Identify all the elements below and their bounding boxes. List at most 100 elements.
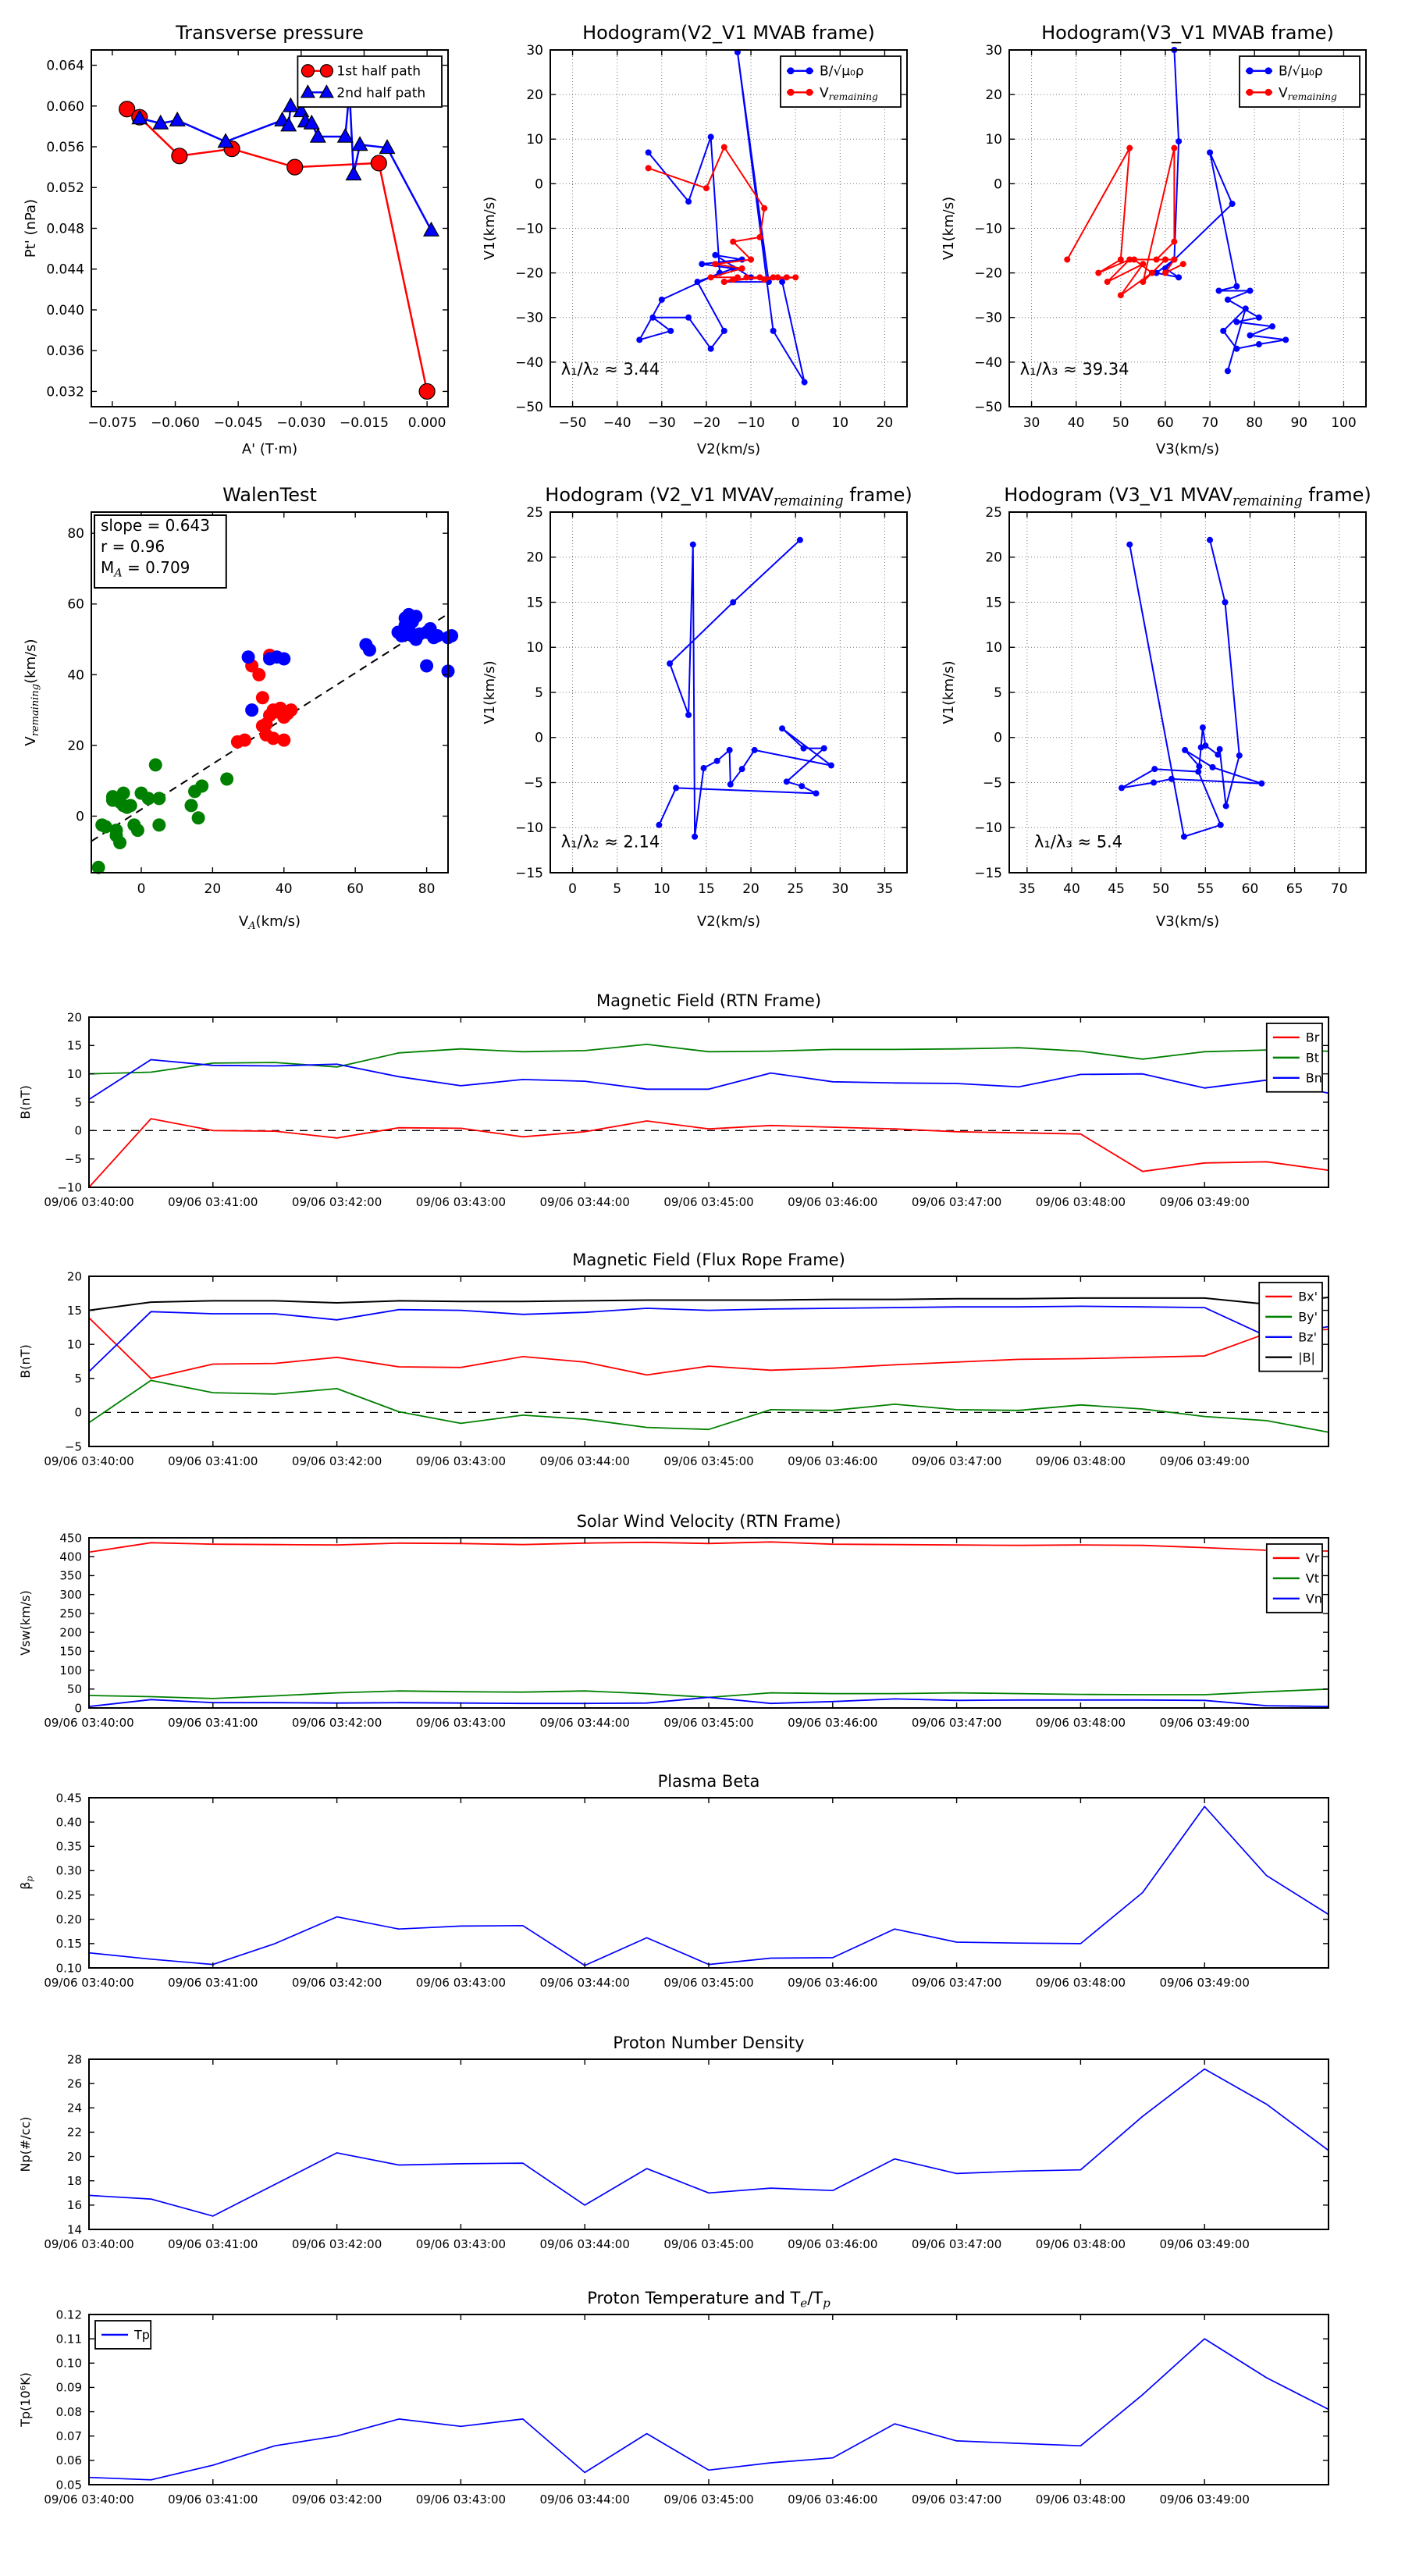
chart-title: Proton Number Density — [613, 2033, 804, 2052]
x-tick-label: −20 — [692, 415, 720, 431]
magnetic-field-rtn-plot: 09/06 03:40:00 09/06 03:41:00 09/06 03:42:… — [18, 991, 1329, 1209]
axes-frame — [88, 2314, 1329, 2485]
axis-ticks — [88, 1797, 1329, 1969]
series-V-remaining — [1064, 144, 1186, 299]
proton-number-density-plot: 09/06 03:40:00 09/06 03:41:00 09/06 03:42:… — [18, 2033, 1329, 2251]
series-Bt — [88, 1044, 1329, 1075]
y-tick-label: −5 — [524, 775, 543, 791]
hodogram-v2v1-mvav-plot: 0 5 10 15 20 25 30 35−15−10−50510152025Hodogram… — [482, 484, 912, 930]
y-tick-label: 0 — [535, 176, 543, 192]
y-tick-label: 10 — [985, 132, 1002, 148]
x-tick-label: 09/06 03:47:00 — [912, 1976, 1001, 1990]
y-tick-labels: −10 −5 0 5 10 15 20 — [57, 1010, 82, 1194]
y-tick-label: 50 — [67, 1682, 82, 1696]
legend-label: 1st half path — [336, 64, 421, 80]
panel-hodogram-v3v1-mvav: 35 40 45 50 55 60 65 70 −15 −10 −5 0 5 10 15 20 25 Hodogr… — [937, 475, 1386, 937]
panel-hodogram-v2v1-mvav: 0 5 10 15 20 25 30 35 −15 −10 −5 0 5 10 15 20 25 Hodogram… — [478, 475, 927, 937]
x-tick-label: 09/06 03:49:00 — [1160, 2492, 1250, 2507]
chart-title: Transverse pressure — [175, 22, 364, 44]
legend: 1st half path 2nd half path — [297, 55, 443, 108]
x-tick-label: 0 — [137, 881, 146, 897]
axis-ticks — [1009, 49, 1366, 407]
y-tick-label: 5 — [74, 1095, 82, 1109]
legend-label: Vremaining — [820, 85, 878, 102]
x-axis-label: V3(km/s) — [1156, 913, 1219, 930]
y-tick-label: 20 — [985, 87, 1002, 103]
x-tick-label: 30 — [1023, 415, 1040, 431]
y-tick-label: −50 — [515, 400, 543, 415]
y-tick-label: 0.064 — [46, 59, 84, 74]
y-tick-labels: −15 −10 −5 0 5 10 15 20 25 — [974, 505, 1002, 881]
x-tick-label: 20 — [205, 881, 222, 897]
series-Bz-prime — [88, 1305, 1329, 1372]
x-tick-labels: 09/06 03:40:00 09/06 03:41:00 09/06 03:42:… — [44, 2492, 1250, 2507]
y-tick-label: 18 — [67, 2174, 82, 2188]
axes-frame — [88, 1016, 1329, 1188]
x-tick-label: 09/06 03:42:00 — [292, 2492, 382, 2507]
y-tick-label: 0.40 — [56, 1815, 82, 1829]
x-tick-label: 09/06 03:48:00 — [1036, 1716, 1126, 1730]
x-tick-label: 45 — [1108, 881, 1125, 897]
x-tick-label: −0.015 — [340, 415, 389, 431]
x-tick-label: −40 — [603, 415, 631, 431]
x-tick-label: 09/06 03:46:00 — [788, 2492, 877, 2507]
y-tick-label: 0.30 — [56, 1864, 82, 1878]
x-tick-label: 09/06 03:43:00 — [416, 1454, 506, 1468]
x-tick-labels: 35 40 45 50 55 60 65 70 — [1019, 881, 1348, 897]
y-tick-label: −15 — [974, 866, 1002, 881]
transverse-pressure-plot: −0.075 −0.060 −0.045 −0.030 −0.015 0.000 0.032… — [23, 22, 449, 457]
panel-plasma-beta: 09/06 03:40:00 09/06 03:41:00 09/06 03:42:… — [8, 1765, 1397, 2013]
x-tick-label: 60 — [347, 881, 364, 897]
x-tick-label: 09/06 03:44:00 — [540, 2492, 630, 2507]
series-Br — [88, 1118, 1329, 1188]
x-tick-label: 09/06 03:44:00 — [540, 1976, 630, 1990]
y-tick-label: 5 — [74, 1372, 82, 1386]
y-tick-label: 0.12 — [56, 2307, 82, 2322]
x-tick-label: 09/06 03:41:00 — [168, 1195, 258, 1209]
y-tick-label: 25 — [526, 505, 543, 521]
x-tick-label: 09/06 03:47:00 — [912, 1195, 1001, 1209]
y-axis-label: V1(km/s) — [482, 197, 498, 260]
chart-title: WalenTest — [222, 484, 317, 506]
x-tick-label: 09/06 03:41:00 — [168, 1454, 258, 1468]
y-tick-label: 0.10 — [56, 1961, 82, 1975]
chart-title: Magnetic Field (Flux Rope Frame) — [572, 1251, 845, 1269]
y-tick-label: 20 — [67, 738, 84, 754]
x-tick-label: 09/06 03:47:00 — [912, 2237, 1001, 2251]
y-tick-label: 5 — [535, 685, 543, 701]
y-tick-label: −30 — [515, 311, 543, 326]
y-tick-label: 0.048 — [46, 221, 84, 237]
x-tick-labels: 0 5 10 15 20 25 30 35 — [568, 881, 893, 897]
x-tick-label: −10 — [737, 415, 765, 431]
x-tick-label: 09/06 03:46:00 — [788, 1976, 877, 1990]
y-tick-label: 150 — [59, 1645, 82, 1659]
stats-line: slope = 0.643 — [101, 516, 210, 535]
y-axis-label: Tp(10⁶K) — [18, 2372, 33, 2428]
lambda-annotation: λ₁/λ₂ ≈ 3.44 — [561, 360, 660, 379]
x-tick-label: 70 — [1331, 881, 1348, 897]
x-tick-label: 65 — [1286, 881, 1304, 897]
y-tick-label: −5 — [65, 1152, 82, 1166]
axis-ticks — [550, 511, 907, 873]
y-tick-label: 0.45 — [56, 1791, 82, 1805]
panel-transverse-pressure: −0.075 −0.060 −0.045 −0.030 −0.015 0.000 0.032… — [20, 14, 468, 464]
x-tick-label: 09/06 03:46:00 — [788, 1716, 877, 1730]
x-tick-labels: 09/06 03:40:00 09/06 03:41:00 09/06 03:42:… — [44, 2237, 1250, 2251]
series-Bn — [88, 1059, 1329, 1101]
legend-label: Bn — [1306, 1070, 1322, 1085]
x-tick-label: 09/06 03:49:00 — [1160, 2237, 1250, 2251]
legend-label: Vt — [1306, 1571, 1319, 1585]
y-tick-labels: 0.032 0.036 0.040 0.044 0.048 0.052 0.056 0.060… — [46, 59, 84, 400]
y-tick-label: −5 — [983, 775, 1002, 791]
y-tick-label: 22 — [67, 2126, 82, 2140]
series-Np — [88, 2068, 1329, 2217]
y-axis-label: βp — [18, 1876, 35, 1890]
x-tick-label: 80 — [1246, 415, 1263, 431]
plasma-beta-plot: 09/06 03:40:00 09/06 03:41:00 09/06 03:42:… — [18, 1772, 1329, 1990]
x-tick-label: 09/06 03:49:00 — [1160, 1454, 1250, 1468]
x-tick-label: 09/06 03:48:00 — [1036, 2237, 1126, 2251]
x-tick-label: 55 — [1197, 881, 1215, 897]
chart-title: Solar Wind Velocity (RTN Frame) — [577, 1512, 841, 1531]
y-tick-label: 28 — [67, 2052, 82, 2066]
